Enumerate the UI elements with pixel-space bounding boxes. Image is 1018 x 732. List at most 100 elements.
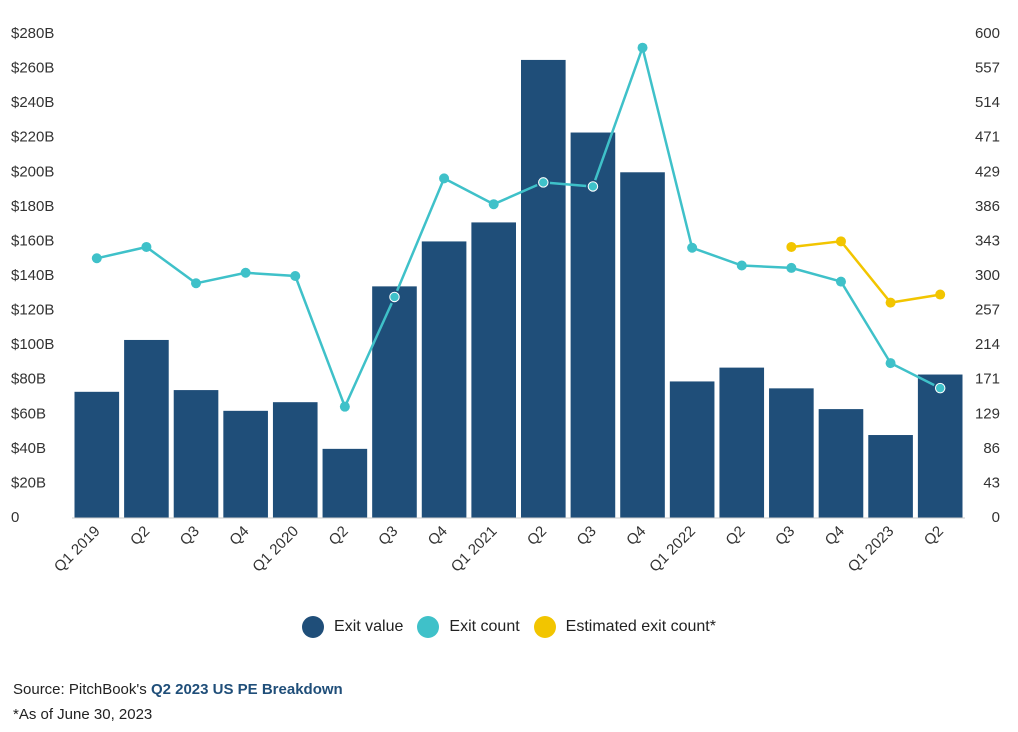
exit-value-swatch-icon [302,616,325,638]
x-tick-label: Q3 [574,523,600,549]
x-tick-label: Q4 [226,523,252,549]
x-tick-label: Q2 [722,523,748,549]
y-right-tick-label: 257 [975,302,1000,319]
exit-count-point [191,278,202,289]
exit-count-highlight-point-inner [588,182,598,191]
exit-count-highlight-point-inner [539,178,548,187]
exit-count-highlight-point-inner [390,292,399,302]
y-left-tick-label: $200B [11,163,54,180]
exit-value-bar [173,390,219,518]
exit-value-bar [769,388,814,518]
x-tick-label: Q4 [425,523,451,549]
y-right-tick-label: 129 [975,405,1000,422]
exit-count-point [290,271,301,281]
exit-value-bar [570,132,616,518]
exit-count-point [835,276,846,287]
y-right-tick-label: 214 [975,336,1000,353]
y-right-tick-label: 429 [975,163,1000,180]
exit-count-point [141,241,152,252]
y-right-tick-label: 0 [992,509,1000,526]
y-right-tick-label: 557 [975,60,1000,77]
x-tick-label: Q2 [921,523,947,549]
x-tick-label: Q3 [177,523,203,549]
legend-item-exit-value[interactable]: Exit value [302,616,403,638]
exit-count-highlight-point-inner [935,383,945,393]
exit-value-bar [322,448,368,518]
exit-count-line [96,43,941,410]
y-left-tick-label: $240B [11,94,54,111]
legend-label: Estimated exit count* [565,618,716,635]
exit-activity-chart: $280B $260B $240B $220B $200B $180B $160B $140B… [11,25,1000,576]
footnote: *As of June 30, 2023 [13,706,153,723]
y-left-tick-label: $140B [11,267,54,284]
exit-count-point [637,42,648,53]
y-right-tick-label: 86 [983,440,1000,457]
x-tick-label: Q1 2021 [448,523,501,576]
legend-item-estimated-exit-count[interactable]: Estimated exit count* [533,616,716,638]
exit-count-swatch-icon [417,616,440,638]
estimated-exit-count-point [935,289,946,300]
y-left-tick-label: $180B [11,198,54,215]
x-tick-label: Q3 [772,523,798,549]
x-tick-label: Q4 [822,523,848,549]
source-prefix: Source: PitchBook's [13,681,151,698]
exit-value-bar [521,59,566,519]
x-tick-label: Q2 [127,523,153,549]
x-tick-label: Q2 [524,523,550,549]
x-tick-label: Q4 [623,523,649,549]
y-left-tick-label: 0 [11,509,19,526]
exit-value-bar [719,367,765,518]
y-right-tick-label: 300 [975,267,1000,284]
estimated-exit-count-point [885,297,896,308]
y-left-tick-label: $120B [11,302,54,319]
exit-value-bar [372,286,417,518]
exit-value-bar [421,241,467,518]
estimated-exit-count-line [791,239,941,304]
exit-count-point [736,260,747,271]
estimated-exit-count-point [835,236,846,247]
y-right-tick-label: 514 [975,94,1000,111]
exit-value-bar [74,391,120,518]
exit-value-bar [818,409,864,518]
legend-label: Exit count [449,618,520,635]
exit-value-bar [620,172,665,519]
estimated-exit-count-swatch-icon [533,616,556,638]
exit-count-point [488,199,499,210]
exit-count-point [885,358,896,369]
y-left-tick-label: $60B [11,405,46,422]
exit-value-bar [471,222,516,518]
y-left-tick-label: $40B [11,440,46,457]
series-lines [91,42,947,412]
x-tick-label: Q1 2019 [51,523,104,576]
legend-label: Exit value [334,618,404,635]
exit-value-bar [223,410,268,518]
y-left-tick-label: $280B [11,25,54,42]
x-tick-label: Q3 [375,523,401,549]
y-right-tick-label: 386 [975,198,1000,215]
right-axis-ticks: 600 557 514 471 429 386 343 300 257 214 171 129 86 43… [975,25,1000,526]
y-left-tick-label: $220B [11,129,54,146]
y-left-tick-label: $20B [11,474,46,491]
x-tick-label: Q1 2020 [249,523,302,576]
source-report-link[interactable]: Q2 2023 US PE Breakdown [150,681,343,698]
exit-value-bar [124,339,169,518]
chart-legend: Exit value Exit count Estimated exit cou… [0,616,1018,638]
y-right-tick-label: 343 [975,232,1000,249]
exit-count-point [439,173,450,184]
x-tick-label: Q1 2022 [646,523,699,576]
exit-value-bar [917,374,963,518]
x-tick-label: Q2 [326,523,352,549]
source-note: Source: PitchBook's Q2 2023 US PE Breakd… [13,681,343,698]
y-right-tick-label: 600 [975,25,1000,42]
exit-count-point [91,253,102,264]
y-left-tick-label: $100B [11,336,54,353]
exit-count-point [687,242,698,253]
exit-value-bar [272,402,318,518]
estimated-exit-count-point [786,241,797,252]
exit-value-bars [74,59,963,519]
legend-item-exit-count[interactable]: Exit count [417,616,520,638]
x-tick-label: Q1 2023 [845,523,898,576]
exit-count-point [339,401,350,412]
exit-value-bar [669,381,715,518]
y-right-tick-label: 471 [975,129,1000,146]
